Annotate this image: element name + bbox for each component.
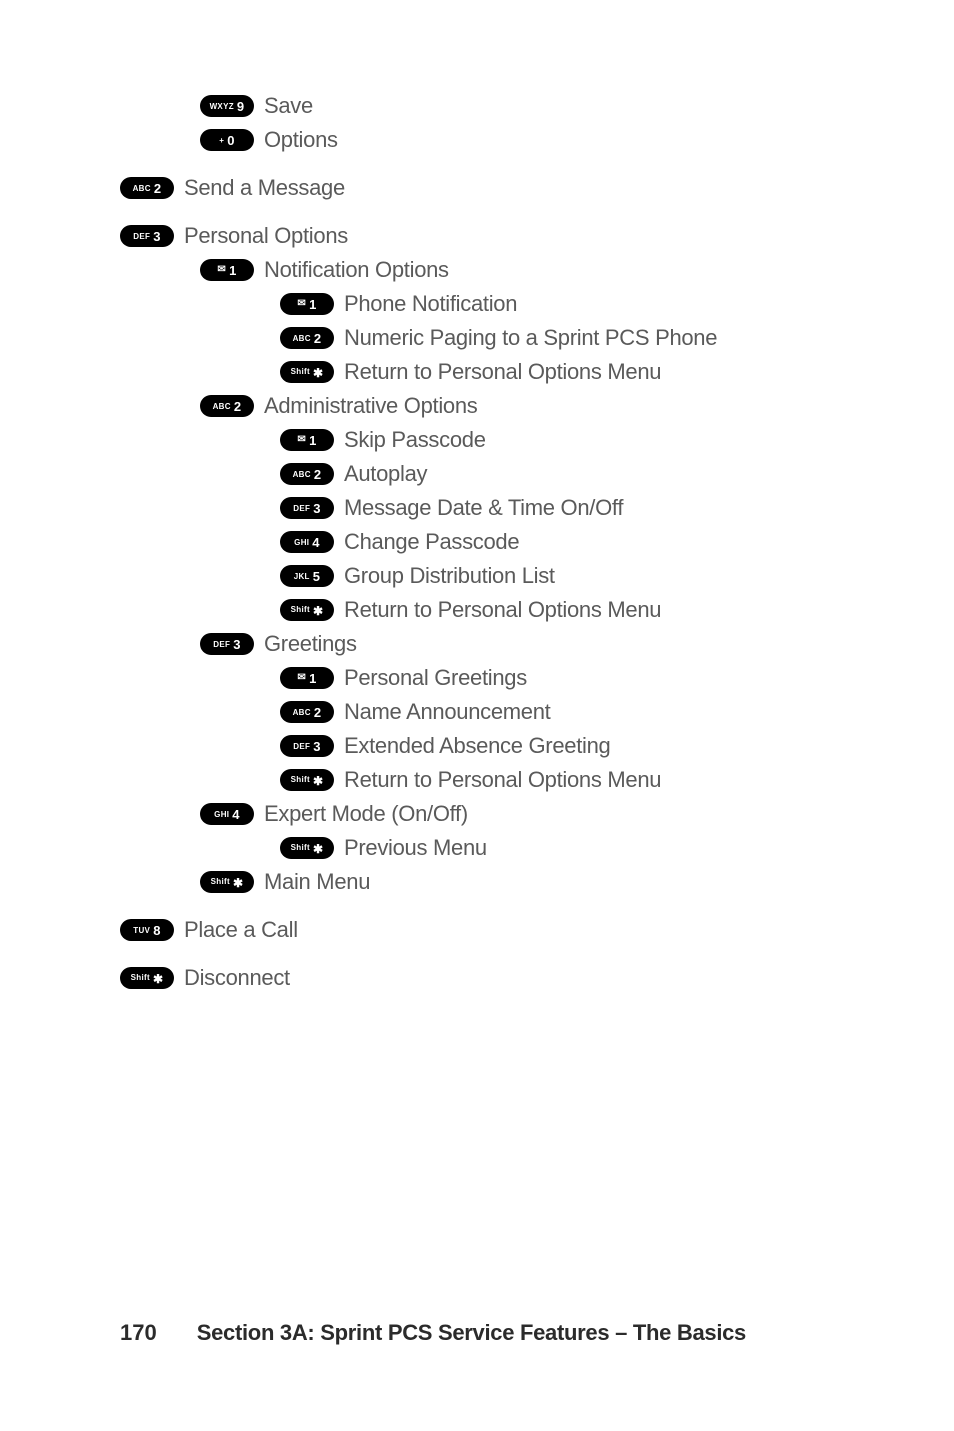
menu-row: ✉1 Personal Greetings [280, 667, 954, 689]
menu-label: Greetings [264, 633, 357, 655]
phone-key-icon: DEF3 [280, 735, 334, 757]
menu-label: Group Distribution List [344, 565, 555, 587]
menu-row: DEF3 Message Date & Time On/Off [280, 497, 954, 519]
menu-row: ABC2 Numeric Paging to a Sprint PCS Phone [280, 327, 954, 349]
menu-row: Shift✱ Previous Menu [280, 837, 954, 859]
menu-row: GHI4 Change Passcode [280, 531, 954, 553]
footer-title: Section 3A: Sprint PCS Service Features … [197, 1320, 746, 1346]
menu-row: ABC2 Administrative Options [200, 395, 954, 417]
menu-row: Shift✱ Return to Personal Options Menu [280, 599, 954, 621]
phone-key-icon: ABC2 [280, 701, 334, 723]
phone-key-icon: WXYZ9 [200, 95, 254, 117]
menu-row: Shift✱ Return to Personal Options Menu [280, 769, 954, 791]
phone-key-icon: ✉1 [280, 293, 334, 315]
phone-key-icon: ✉1 [200, 259, 254, 281]
phone-key-icon: Shift✱ [280, 361, 334, 383]
phone-key-icon: Shift✱ [200, 871, 254, 893]
phone-key-icon: GHI4 [200, 803, 254, 825]
menu-label: Administrative Options [264, 395, 478, 417]
phone-key-icon: GHI4 [280, 531, 334, 553]
menu-row: GHI4 Expert Mode (On/Off) [200, 803, 954, 825]
phone-key-icon: ABC2 [120, 177, 174, 199]
menu-row: ✉1 Phone Notification [280, 293, 954, 315]
menu-row: DEF3 Personal Options [120, 225, 954, 247]
menu-label: Autoplay [344, 463, 427, 485]
menu-row: ✉1 Skip Passcode [280, 429, 954, 451]
menu-row: JKL5 Group Distribution List [280, 565, 954, 587]
menu-label: Extended Absence Greeting [344, 735, 610, 757]
menu-label: Expert Mode (On/Off) [264, 803, 468, 825]
menu-row: DEF3 Extended Absence Greeting [280, 735, 954, 757]
phone-key-icon: ABC2 [280, 327, 334, 349]
menu-label: Return to Personal Options Menu [344, 361, 661, 383]
menu-label: Send a Message [184, 177, 345, 199]
menu-label: Save [264, 95, 313, 117]
menu-row: ABC2 Name Announcement [280, 701, 954, 723]
menu-label: Options [264, 129, 338, 151]
menu-tree: WXYZ9 Save +0 Options ABC2 Send a Message DEF3… [120, 95, 954, 989]
menu-label: Return to Personal Options Menu [344, 769, 661, 791]
phone-key-icon: DEF3 [200, 633, 254, 655]
menu-label: Phone Notification [344, 293, 517, 315]
phone-key-icon: ABC2 [280, 463, 334, 485]
menu-row: ✉1 Notification Options [200, 259, 954, 281]
menu-label: Change Passcode [344, 531, 519, 553]
phone-key-icon: DEF3 [280, 497, 334, 519]
phone-key-icon: ✉1 [280, 429, 334, 451]
menu-row: Shift✱ Return to Personal Options Menu [280, 361, 954, 383]
menu-row: Shift✱ Main Menu [200, 871, 954, 893]
menu-label: Disconnect [184, 967, 290, 989]
menu-row: DEF3 Greetings [200, 633, 954, 655]
phone-key-icon: JKL5 [280, 565, 334, 587]
page-number: 170 [120, 1320, 157, 1346]
menu-label: Place a Call [184, 919, 298, 941]
phone-key-icon: ABC2 [200, 395, 254, 417]
menu-row: TUV8 Place a Call [120, 919, 954, 941]
menu-label: Main Menu [264, 871, 370, 893]
phone-key-icon: Shift✱ [280, 837, 334, 859]
phone-key-icon: Shift✱ [120, 967, 174, 989]
menu-label: Return to Personal Options Menu [344, 599, 661, 621]
phone-key-icon: TUV8 [120, 919, 174, 941]
menu-row: +0 Options [200, 129, 954, 151]
menu-label: Previous Menu [344, 837, 487, 859]
menu-row: ABC2 Autoplay [280, 463, 954, 485]
menu-label: Skip Passcode [344, 429, 486, 451]
phone-key-icon: ✉1 [280, 667, 334, 689]
menu-row: WXYZ9 Save [200, 95, 954, 117]
menu-label: Numeric Paging to a Sprint PCS Phone [344, 327, 717, 349]
menu-label: Name Announcement [344, 701, 550, 723]
menu-label: Personal Options [184, 225, 348, 247]
page-footer: 170 Section 3A: Sprint PCS Service Featu… [120, 1320, 864, 1346]
phone-key-icon: +0 [200, 129, 254, 151]
menu-label: Personal Greetings [344, 667, 527, 689]
menu-row: Shift✱ Disconnect [120, 967, 954, 989]
menu-row: ABC2 Send a Message [120, 177, 954, 199]
phone-key-icon: Shift✱ [280, 599, 334, 621]
menu-label: Notification Options [264, 259, 449, 281]
phone-key-icon: Shift✱ [280, 769, 334, 791]
menu-label: Message Date & Time On/Off [344, 497, 623, 519]
phone-key-icon: DEF3 [120, 225, 174, 247]
